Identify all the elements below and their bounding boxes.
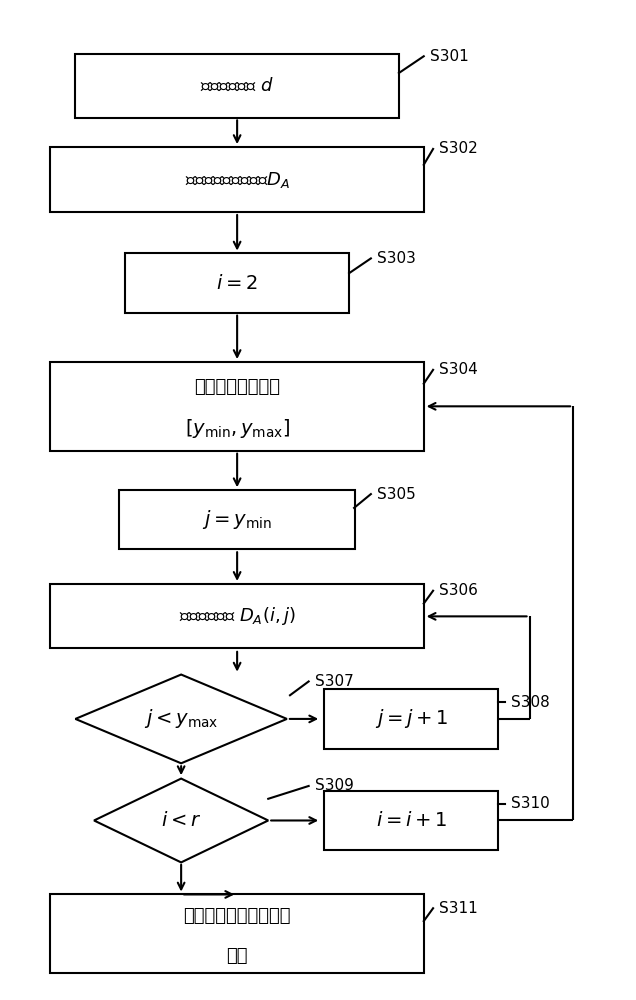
Text: S311: S311 [439,901,478,916]
Polygon shape [94,779,268,862]
Text: 初始化累积距离矩阵$D_A$: 初始化累积距离矩阵$D_A$ [184,170,289,190]
Text: S304: S304 [439,362,478,377]
FancyBboxPatch shape [50,894,424,973]
Polygon shape [76,675,287,763]
FancyBboxPatch shape [324,689,499,748]
Text: $j=j+1$: $j=j+1$ [375,707,448,730]
Text: S308: S308 [511,695,550,710]
Text: $i<r$: $i<r$ [161,811,202,830]
FancyBboxPatch shape [125,253,349,313]
Text: S305: S305 [377,487,416,502]
Text: 结果: 结果 [226,947,248,965]
Text: $j=y_{\min}$: $j=y_{\min}$ [202,508,272,531]
FancyBboxPatch shape [324,791,499,850]
Text: $i=i+1$: $i=i+1$ [376,811,447,830]
FancyBboxPatch shape [50,147,424,212]
Text: $j<y_{\max}$: $j<y_{\max}$ [144,707,218,730]
FancyBboxPatch shape [50,584,424,648]
Text: $[y_{\min},y_{\max}]$: $[y_{\min},y_{\max}]$ [184,417,289,440]
Text: S303: S303 [377,251,416,266]
Text: S307: S307 [315,674,354,689]
Text: 计算累积距离 $D_A(i,j)$: 计算累积距离 $D_A(i,j)$ [179,605,296,627]
Text: $i=2$: $i=2$ [216,274,258,293]
Text: S309: S309 [315,778,354,793]
Text: 计算本次搜索区间: 计算本次搜索区间 [194,378,280,396]
Text: 最优路径回溯得到同步: 最优路径回溯得到同步 [183,907,291,925]
Text: S306: S306 [439,583,478,598]
FancyBboxPatch shape [119,490,356,549]
Text: 计算距离矩阵 $d$: 计算距离矩阵 $d$ [200,77,274,95]
Text: S310: S310 [511,796,550,811]
Text: S301: S301 [430,49,469,64]
FancyBboxPatch shape [50,362,424,451]
Text: S302: S302 [439,141,478,156]
FancyBboxPatch shape [76,54,399,118]
